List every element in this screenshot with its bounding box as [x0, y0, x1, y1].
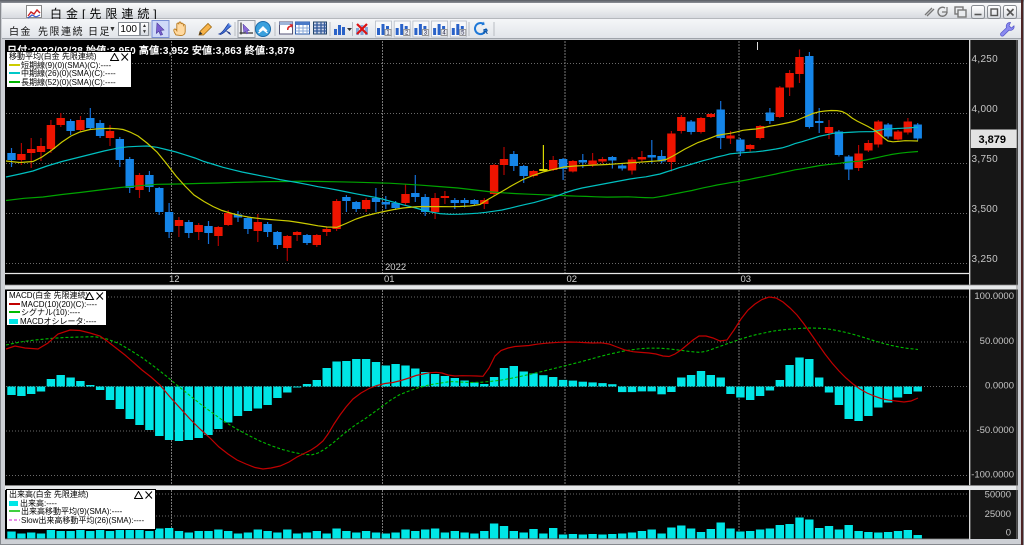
- svg-text:4: 4: [442, 31, 446, 37]
- svg-text:2: 2: [405, 31, 409, 37]
- svg-text:5: 5: [461, 31, 465, 37]
- svg-text:4,000: 4,000: [972, 104, 999, 115]
- svg-text:1: 1: [386, 31, 390, 37]
- svg-text:12: 12: [169, 274, 180, 285]
- svg-text:03: 03: [741, 274, 752, 285]
- svg-text:3,250: 3,250: [972, 254, 999, 265]
- svg-text:100.0000: 100.0000: [974, 291, 1014, 302]
- svg-text:0.0000: 0.0000: [985, 381, 1014, 392]
- svg-text:3,750: 3,750: [972, 154, 999, 165]
- svg-text:-50.0000: -50.0000: [976, 425, 1014, 436]
- svg-text:3,879: 3,879: [978, 134, 1006, 146]
- svg-text:2022: 2022: [385, 262, 406, 273]
- svg-text:-100.0000: -100.0000: [971, 470, 1014, 481]
- svg-text:02: 02: [567, 274, 578, 285]
- svg-text:01: 01: [384, 274, 395, 285]
- svg-text:4,250: 4,250: [972, 54, 999, 65]
- svg-text:50000: 50000: [985, 490, 1011, 501]
- svg-text:50.0000: 50.0000: [980, 336, 1014, 347]
- svg-text:R: R: [483, 29, 488, 36]
- svg-text:0: 0: [1006, 528, 1011, 539]
- svg-text:25000: 25000: [985, 509, 1011, 520]
- svg-text:3,500: 3,500: [972, 204, 999, 215]
- svg-text:3: 3: [424, 31, 428, 37]
